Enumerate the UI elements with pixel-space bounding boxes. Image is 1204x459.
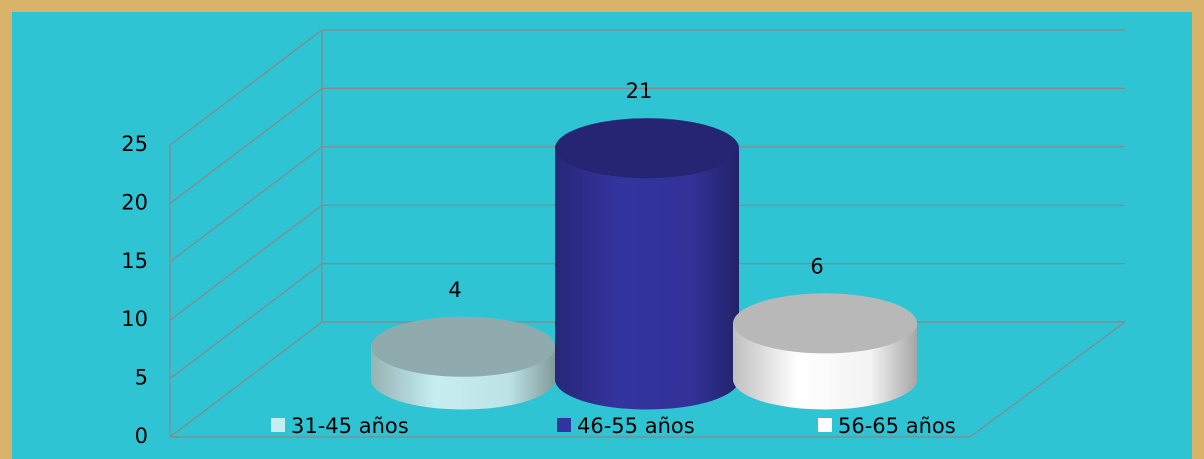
grid-line bbox=[169, 29, 323, 146]
legend-swatch bbox=[557, 418, 571, 432]
bar-top-shade bbox=[371, 316, 555, 377]
grid-line bbox=[169, 146, 323, 263]
bar-shading bbox=[555, 148, 739, 410]
bar-top bbox=[555, 118, 739, 179]
bar-top-shade bbox=[555, 118, 739, 179]
floor-edge bbox=[969, 321, 1126, 438]
bar-top bbox=[371, 316, 555, 377]
legend-swatch bbox=[271, 418, 285, 432]
grid-line bbox=[169, 321, 323, 438]
legend-label: 46-55 años bbox=[577, 414, 695, 438]
y-tick-label: 0 bbox=[135, 424, 148, 448]
y-tick-label: 20 bbox=[121, 190, 148, 214]
bar-top bbox=[733, 293, 917, 354]
y-tick-label: 25 bbox=[121, 132, 148, 156]
data-label: 6 bbox=[810, 254, 823, 278]
y-tick-label: 5 bbox=[135, 366, 148, 390]
y-tick-label: 10 bbox=[121, 307, 148, 331]
y-tick-label: 15 bbox=[121, 249, 148, 273]
grid-line bbox=[169, 263, 323, 380]
legend-swatch bbox=[818, 418, 832, 432]
grid-line bbox=[169, 87, 323, 204]
data-label: 4 bbox=[448, 278, 461, 302]
data-label: 21 bbox=[626, 79, 653, 103]
legend-label: 56-65 años bbox=[838, 414, 956, 438]
grid-line bbox=[169, 204, 323, 321]
legend-label: 31-45 años bbox=[291, 414, 409, 438]
bar-top-shade bbox=[733, 293, 917, 354]
